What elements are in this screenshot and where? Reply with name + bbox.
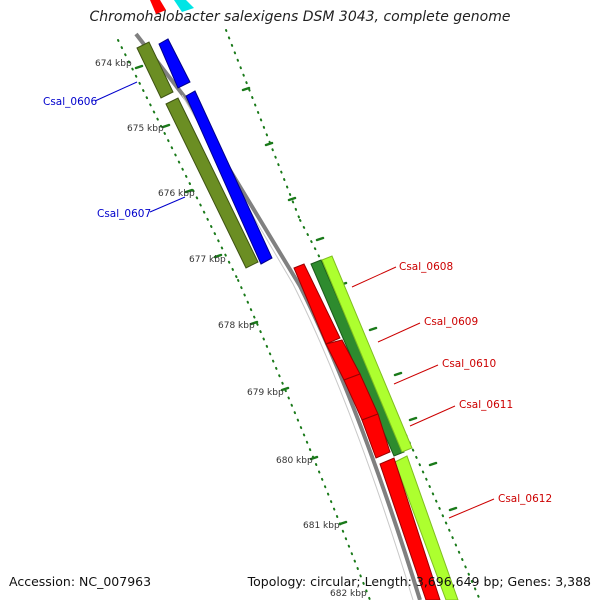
tick-labels: 674 kbp 675 kbp 676 kbp 677 kbp 678 kbp … — [95, 59, 367, 599]
gene-label-csal-0610: Csal_0610 — [442, 358, 496, 370]
gene-arrow-csal-0608 — [293, 263, 341, 345]
gene-labels: Csal_0606 Csal_0607 Csal_0608 Csal_0609 … — [43, 96, 552, 505]
tick-label: 676 kbp — [158, 189, 195, 199]
gene-arrow-csal-0607 — [185, 90, 273, 265]
cog-feature — [394, 455, 459, 600]
gene-label-csal-0612: Csal_0612 — [498, 493, 552, 505]
tick-label: 681 kbp — [303, 521, 340, 531]
gene-arrow-csal-0611 — [361, 413, 391, 459]
tick-label: 675 kbp — [127, 124, 164, 134]
cds-features — [150, 0, 441, 600]
tick-label: 680 kbp — [276, 456, 313, 466]
cog-feature — [165, 97, 259, 269]
genome-summary-text: Topology: circular; Length: 3,696,649 bp… — [247, 574, 591, 589]
gene-label-csal-0606: Csal_0606 — [43, 96, 97, 108]
tick-label: 674 kbp — [95, 59, 132, 69]
cog-feature — [310, 259, 405, 457]
gene-label-leaders — [94, 81, 495, 519]
accession-text: Accession: NC_007963 — [9, 574, 152, 589]
cog-feature — [321, 255, 413, 453]
map-title: Chromohalobacter salexigens DSM 3043, co… — [89, 9, 511, 25]
gene-arrow-csal-0612 — [379, 457, 441, 600]
gene-label-csal-0609: Csal_0609 — [424, 316, 478, 328]
gene-label-csal-0611: Csal_0611 — [459, 399, 513, 411]
tick-label: 677 kbp — [189, 255, 226, 265]
cog-features — [136, 0, 459, 600]
gene-label-csal-0607: Csal_0607 — [97, 208, 151, 220]
inner-dotted-ring — [117, 39, 371, 600]
cog-feature — [136, 41, 174, 99]
tick-marks — [134, 64, 458, 526]
tick-label: 678 kbp — [218, 321, 255, 331]
gene-arrow-csal-0606 — [158, 38, 191, 89]
cog-feature — [174, 0, 194, 12]
cds-feature — [150, 0, 166, 14]
tick-label: 679 kbp — [247, 388, 284, 398]
gene-label-csal-0608: Csal_0608 — [399, 261, 453, 273]
tick-label: 682 kbp — [330, 589, 367, 599]
